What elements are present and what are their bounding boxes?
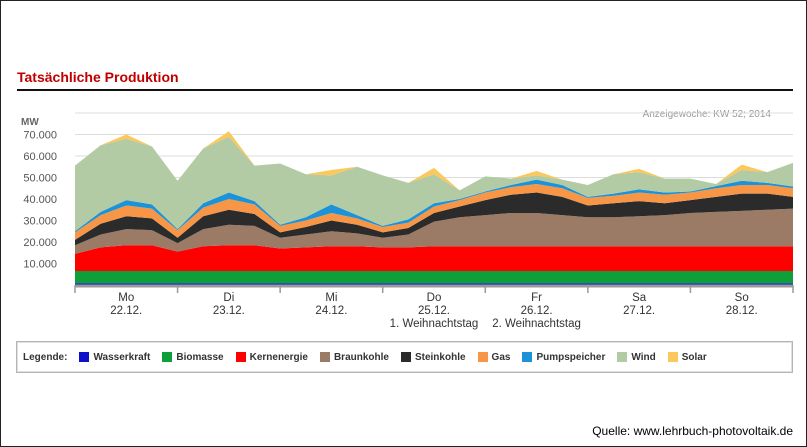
legend-swatch	[477, 352, 488, 362]
x-tick-label-date: 27.12.	[623, 305, 655, 317]
source-credit: Quelle: www.lehrbuch-photovoltaik.de	[592, 424, 793, 438]
legend-item-gas: Gas	[477, 351, 511, 363]
legend-swatch	[400, 352, 411, 362]
x-tick-label-day: Do	[427, 292, 442, 304]
x-tick-label-day: Mo	[118, 292, 134, 304]
legend-title: Legende:	[23, 351, 68, 363]
legend-label: Steinkohle	[414, 351, 466, 363]
x-tick-label-date: 23.12.	[213, 305, 245, 317]
title-divider	[17, 89, 793, 91]
legend-swatch	[235, 352, 246, 362]
axes: 10.000 20.000 30.000 40.000 50.000 60.000 70.0…	[23, 130, 794, 330]
area-braunkohle	[75, 208, 793, 254]
legend-label: Solar	[681, 351, 707, 363]
x-tick-label-day: Di	[223, 292, 234, 304]
x-tick-label-day: Mi	[325, 292, 337, 304]
y-tick-label: 30.000	[23, 216, 57, 228]
x-tick-label-day: So	[735, 292, 749, 304]
x-tick-label-day: Fr	[531, 292, 542, 304]
x-tick-label-date: 24.12.	[315, 305, 347, 317]
y-tick-label: 40.000	[23, 194, 57, 206]
stacked-areas	[75, 131, 793, 285]
legend-label: Wind	[631, 351, 656, 363]
legend-items: Legende: Wasserkraft Biomasse Kernenergie B…	[23, 342, 707, 372]
y-tick-label: 10.000	[23, 259, 57, 271]
legend-label: Gas	[491, 351, 511, 363]
legend-swatch	[319, 352, 330, 362]
production-chart: 10.000 20.000 30.000 40.000 50.000 60.000 70.0…	[23, 112, 794, 330]
legend-swatch	[667, 352, 678, 362]
y-tick-label: 50.000	[23, 173, 57, 185]
area-wind	[75, 136, 793, 232]
y-tick-label: 70.000	[23, 130, 57, 142]
legend-label: Kernenergie	[249, 351, 308, 363]
x-tick-label-day: Sa	[632, 292, 647, 304]
area-gas	[75, 183, 793, 240]
x-tick-label-holiday: 2. Weihnachtstag	[492, 318, 581, 330]
legend-label: Pumpspeicher	[536, 351, 606, 363]
x-tick-label-date: 28.12.	[726, 305, 758, 317]
area-kernenergie	[75, 245, 793, 272]
x-tick-label-date: 25.12.	[418, 305, 450, 317]
legend-swatch	[617, 352, 628, 362]
y-tick-label: 20.000	[23, 237, 57, 249]
legend-item-wasserkraft: Wasserkraft	[79, 352, 150, 363]
legend-item-pumpspeicher: Pumpspeicher	[522, 352, 605, 363]
legend-label: Wasserkraft	[93, 351, 151, 363]
legend-item-braunkohle: Braunkohle	[319, 351, 389, 363]
legend-label: Braunkohle	[333, 351, 389, 363]
x-tick-label-date: 26.12.	[521, 305, 553, 317]
legend-item-biomasse: Biomasse	[162, 351, 224, 363]
legend-item-kernenergie: Kernenergie	[235, 351, 308, 363]
legend-swatch	[79, 352, 90, 362]
legend-label: Biomasse	[176, 351, 224, 363]
legend-swatch	[522, 352, 533, 362]
legend-swatch	[162, 352, 173, 362]
y-tick-label: 60.000	[23, 151, 57, 163]
y-axis-unit: MW	[21, 117, 39, 128]
x-tick-label-date: 22.12.	[110, 305, 142, 317]
legend-box: Legende: Wasserkraft Biomasse Kernenergie B…	[16, 341, 793, 373]
week-note: Anzeigewoche: KW 52; 2014	[642, 109, 771, 120]
area-pumpspeicher	[75, 179, 793, 233]
legend-item-steinkohle: Steinkohle	[400, 351, 466, 363]
legend-item-wind: Wind	[617, 351, 656, 363]
area-steinkohle	[75, 192, 793, 246]
legend-item-solar: Solar	[667, 351, 707, 363]
page-title: Tatsächliche Produktion	[17, 69, 179, 85]
area-biomasse	[75, 271, 793, 284]
x-tick-label-holiday: 1. Weihnachtstag	[390, 318, 479, 330]
